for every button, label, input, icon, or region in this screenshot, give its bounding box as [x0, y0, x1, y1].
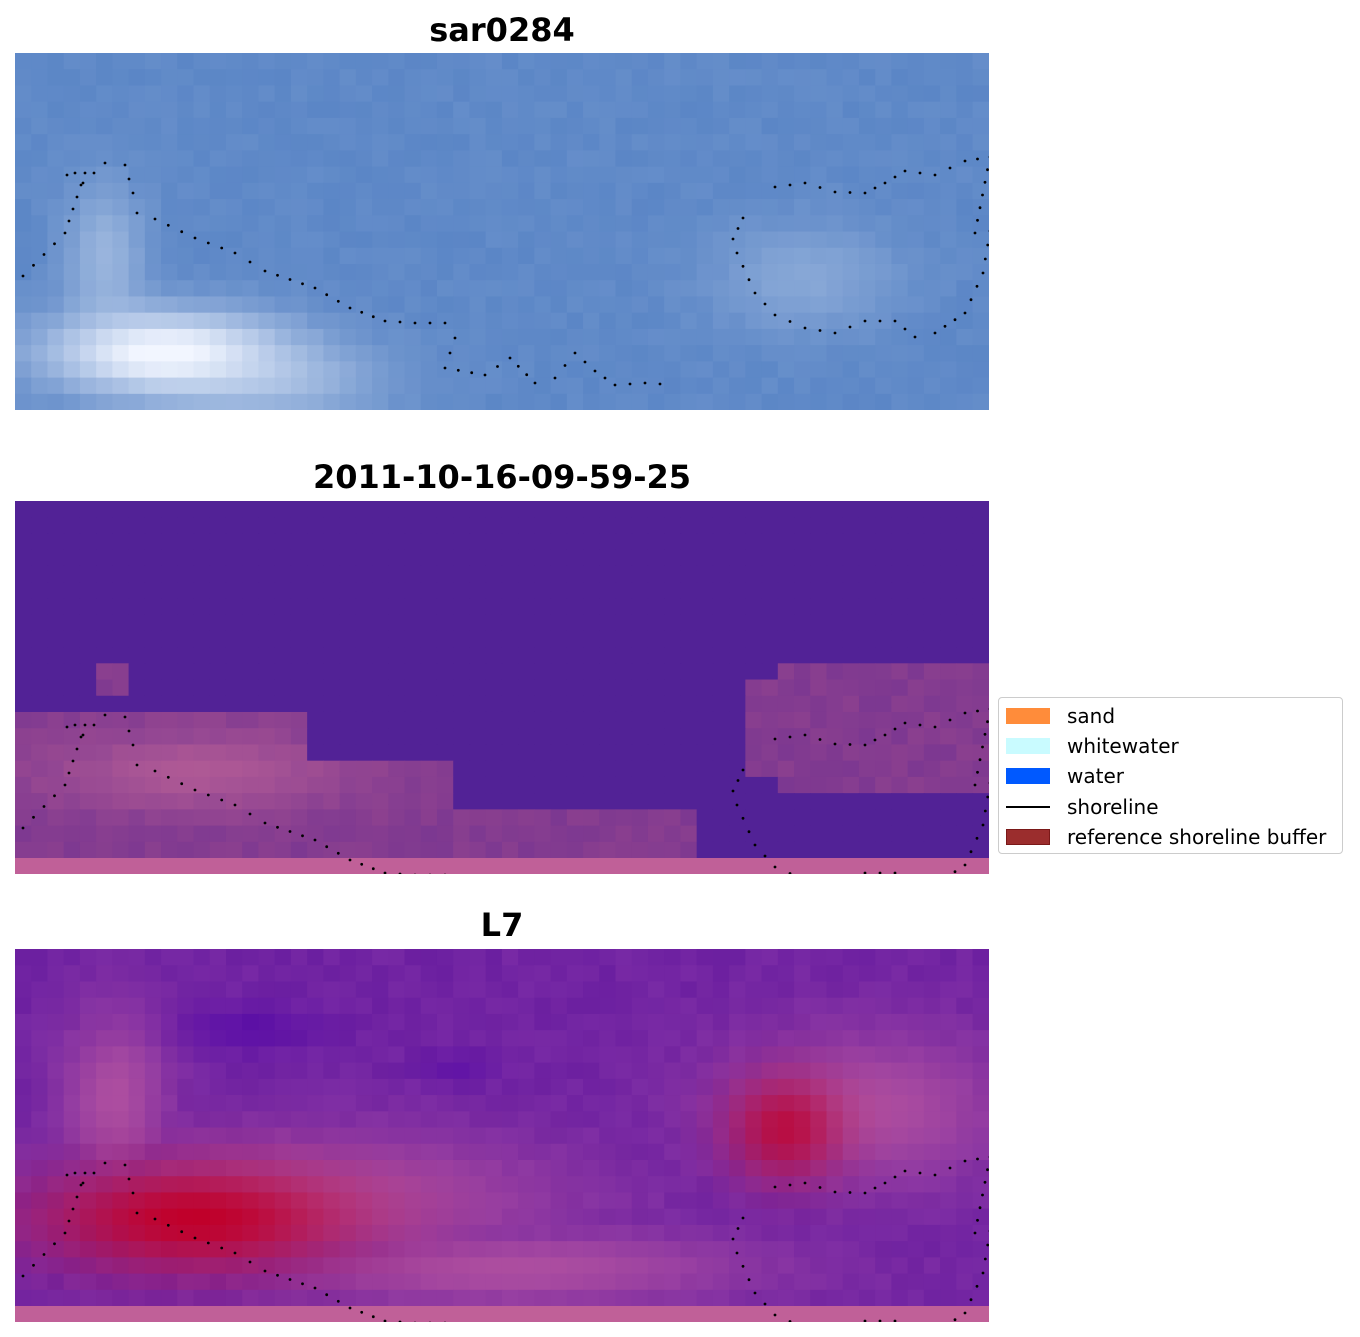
legend-label-reference-buffer: reference shoreline buffer [1067, 825, 1327, 849]
classified-image-panel [15, 501, 989, 874]
shoreline-line-swatch [1006, 806, 1050, 808]
index-image [15, 949, 989, 1322]
legend-item-sand: sand [1006, 704, 1115, 728]
legend-item-reference-buffer: reference shoreline buffer [1006, 825, 1326, 849]
classified-image [15, 501, 989, 874]
legend-label-sand: sand [1067, 704, 1116, 728]
reference-buffer-swatch [1006, 829, 1050, 845]
legend-item-whitewater: whitewater [1006, 734, 1179, 758]
legend: sand whitewater water shoreline referenc… [998, 697, 1343, 854]
panel-title-classified: 2011-10-16-09-59-25 [312, 458, 692, 496]
sand-swatch [1006, 708, 1050, 724]
panel-title-rgb: sar0284 [429, 11, 575, 49]
panel-title-index: L7 [480, 906, 524, 944]
rgb-image [15, 53, 989, 410]
rgb-image-panel [15, 53, 989, 410]
legend-label-water: water [1067, 764, 1124, 788]
legend-item-water: water [1006, 764, 1124, 788]
legend-label-whitewater: whitewater [1067, 734, 1179, 758]
whitewater-swatch [1006, 738, 1050, 754]
index-image-panel [15, 949, 989, 1322]
water-swatch [1006, 768, 1050, 784]
legend-item-shoreline: shoreline [1006, 795, 1159, 819]
legend-label-shoreline: shoreline [1067, 795, 1159, 819]
